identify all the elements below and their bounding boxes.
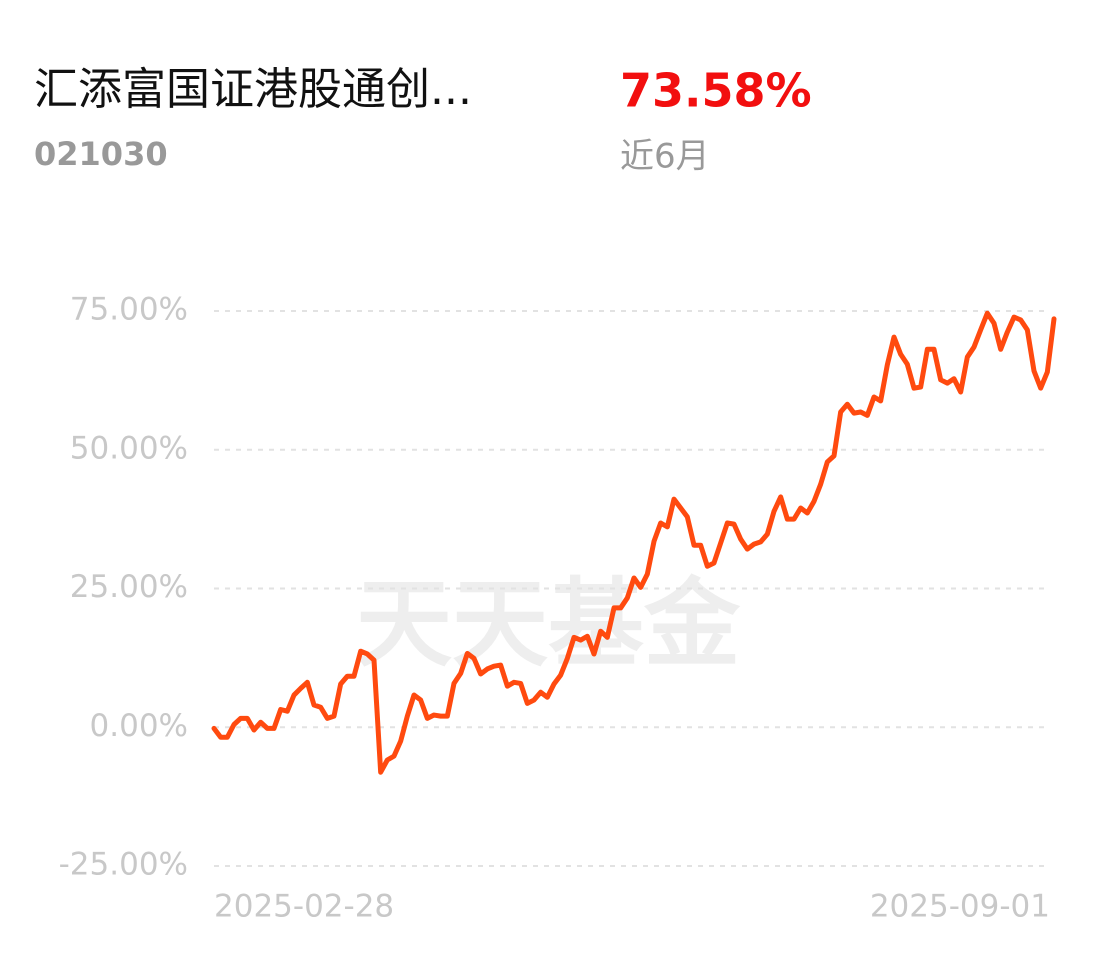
fund-title: 汇添富国证港股通创...: [34, 64, 472, 115]
y-tick-label: 25.00%: [70, 569, 188, 605]
fund-code: 021030: [34, 135, 168, 173]
y-tick-label: 75.00%: [70, 292, 188, 328]
line: [211, 310, 1057, 775]
y-tick-label: -25.00%: [59, 847, 188, 883]
x-tick-label: 2025-09-01: [870, 889, 1050, 925]
watermark: 天天基金: [356, 567, 741, 680]
y-tick-label: 0.00%: [90, 708, 188, 744]
y-tick-label: 50.00%: [70, 430, 188, 466]
return-value: 73.58%: [620, 64, 812, 118]
x-tick-label: 2025-02-28: [214, 889, 394, 925]
return-period: 近6月: [620, 137, 710, 177]
